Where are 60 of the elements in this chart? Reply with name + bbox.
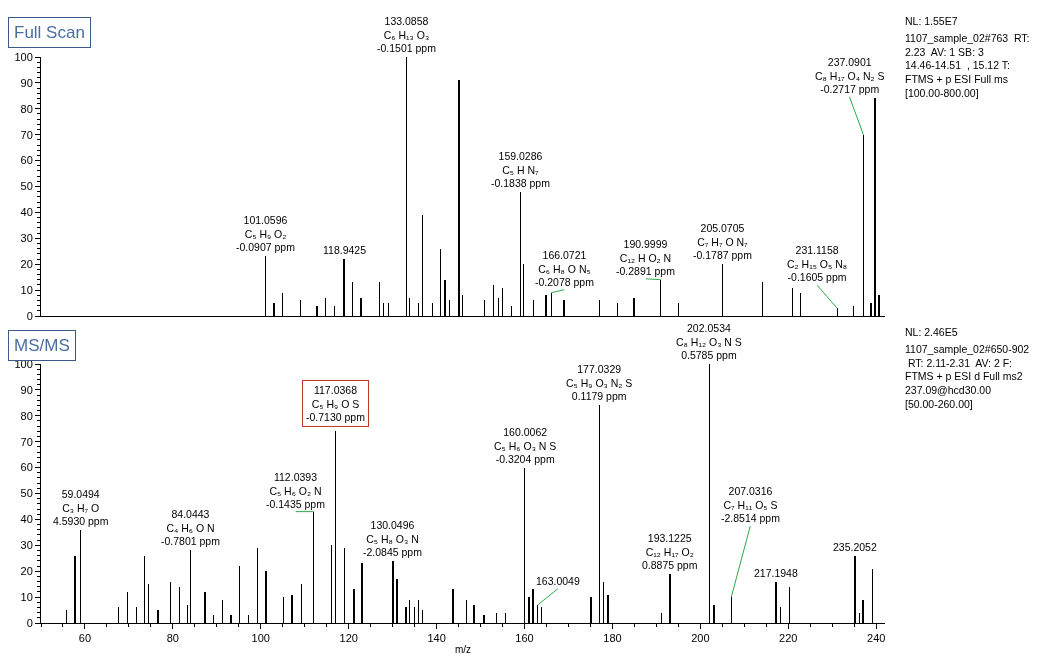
- annotation: 217.1948: [754, 567, 798, 579]
- annotation: 159.0286 C₅ H N₇ -0.1838 ppm: [491, 150, 551, 190]
- annotation: 235.2052: [833, 541, 877, 553]
- annotation: 118.9425: [323, 244, 367, 256]
- y-tick-label: 100: [14, 50, 33, 63]
- x-tick-label: 220: [779, 632, 798, 645]
- annotation: 112.0393 C₅ H₆ O₂ N -0.1435 ppm: [266, 471, 326, 511]
- x-tick-label: 80: [166, 632, 179, 645]
- y-tick-label: 90: [20, 383, 33, 396]
- x-tick-label: 60: [78, 632, 92, 645]
- annotation: 205.0705 C₇ H₇ O N₇ -0.1787 ppm: [693, 222, 753, 262]
- y-tick-label: 20: [20, 565, 33, 578]
- y-tick-label: 90: [20, 76, 33, 89]
- y-tick-label: 40: [20, 513, 33, 526]
- y-tick-label: 60: [20, 461, 33, 474]
- annotation: 160.0062 C₅ H₆ O₃ N S -0.3204 ppm: [494, 426, 557, 466]
- text: NL: 2.46E5: [905, 326, 958, 338]
- x-tick-label: 120: [339, 632, 358, 645]
- y-tick-label: 20: [20, 258, 33, 271]
- text: 1107_sample_02#763 RT: 2.23 AV: 1 SB: 3 14.46-14.51 , 15.12 T: FTMS + p ESI Full ms [100.00-800.00]: [905, 32, 1030, 99]
- annotation: 202.0534 C₈ H₁₂ O₃ N S 0.5785 ppm: [676, 322, 742, 362]
- x-tick-label: 200: [691, 632, 710, 645]
- chart-title: MS/MS: [14, 336, 70, 355]
- y-tick-label: 30: [20, 539, 33, 552]
- annotation: 101.0596 C₅ H₉ O₂ -0.0907 ppm: [236, 214, 296, 254]
- annotation: 190.9999 C₁₂ H O₂ N -0.2891 ppm: [616, 238, 676, 278]
- annotation: 193.1225 C₁₂ H₁₇ O₂ 0.8875 ppm: [642, 532, 698, 572]
- y-tick-label: 10: [20, 590, 33, 603]
- x-tick-label: 180: [603, 632, 622, 645]
- chart-title: Full Scan: [14, 23, 85, 42]
- y-tick-label: 10: [20, 283, 33, 296]
- annotation: 133.0858 C₆ H₁₃ O₃ -0.1501 ppm: [377, 15, 437, 55]
- y-tick-label: 80: [20, 102, 33, 115]
- annotation: 237.0901 C₈ H₁₇ O₄ N₂ S -0.2717 ppm: [815, 56, 885, 96]
- annotation: 59.0494 C₃ H₇ O 4.5930 ppm: [53, 488, 109, 528]
- text: 1107_sample_02#650-902 RT: 2.11-2.31 AV: 2 F: FTMS + p ESI d Full ms2 237.09@hcd30.00 [50.00-260.00]: [905, 343, 1030, 410]
- y-tick-label: 30: [20, 232, 33, 245]
- y-tick-label: 70: [20, 128, 33, 141]
- x-tick-label: 160: [515, 632, 534, 645]
- annotation: 163.0049: [536, 575, 580, 587]
- y-tick-label: 50: [20, 180, 33, 193]
- x-axis-title: m/z: [454, 643, 472, 655]
- y-tick-label: 40: [20, 206, 33, 219]
- annotation: 117.0368 C₅ H₉ O S -0.7130 ppm: [306, 384, 366, 424]
- y-tick-label: 0: [26, 616, 33, 629]
- text: NL: 1.55E7: [905, 15, 958, 27]
- annotation: 207.0316 C₇ H₁₁ O₅ S -2.8514 ppm: [721, 485, 781, 525]
- y-tick-label: 50: [20, 487, 33, 500]
- annotation: 166.0721 C₆ H₈ O N₅ -0.2078 ppm: [535, 249, 595, 289]
- annotation: 84.0443 C₄ H₆ O N -0.7801 ppm: [161, 508, 221, 548]
- y-tick-label: 60: [20, 154, 33, 167]
- y-tick-label: 70: [20, 435, 33, 448]
- annotation: 177.0329 C₅ H₉ O₃ N₂ S 0.1179 ppm: [566, 363, 633, 403]
- x-tick-label: 240: [867, 632, 886, 645]
- x-tick-label: 140: [427, 632, 446, 645]
- annotation: 130.0496 C₅ H₈ O₃ N -2.0845 ppm: [363, 519, 423, 559]
- x-tick-label: 100: [251, 632, 270, 645]
- annotation: 231.1158 C₂ H₁₅ O₅ N₈ -0.1605 ppm: [787, 244, 848, 284]
- y-tick-label: 0: [26, 309, 33, 322]
- y-tick-label: 80: [20, 409, 33, 422]
